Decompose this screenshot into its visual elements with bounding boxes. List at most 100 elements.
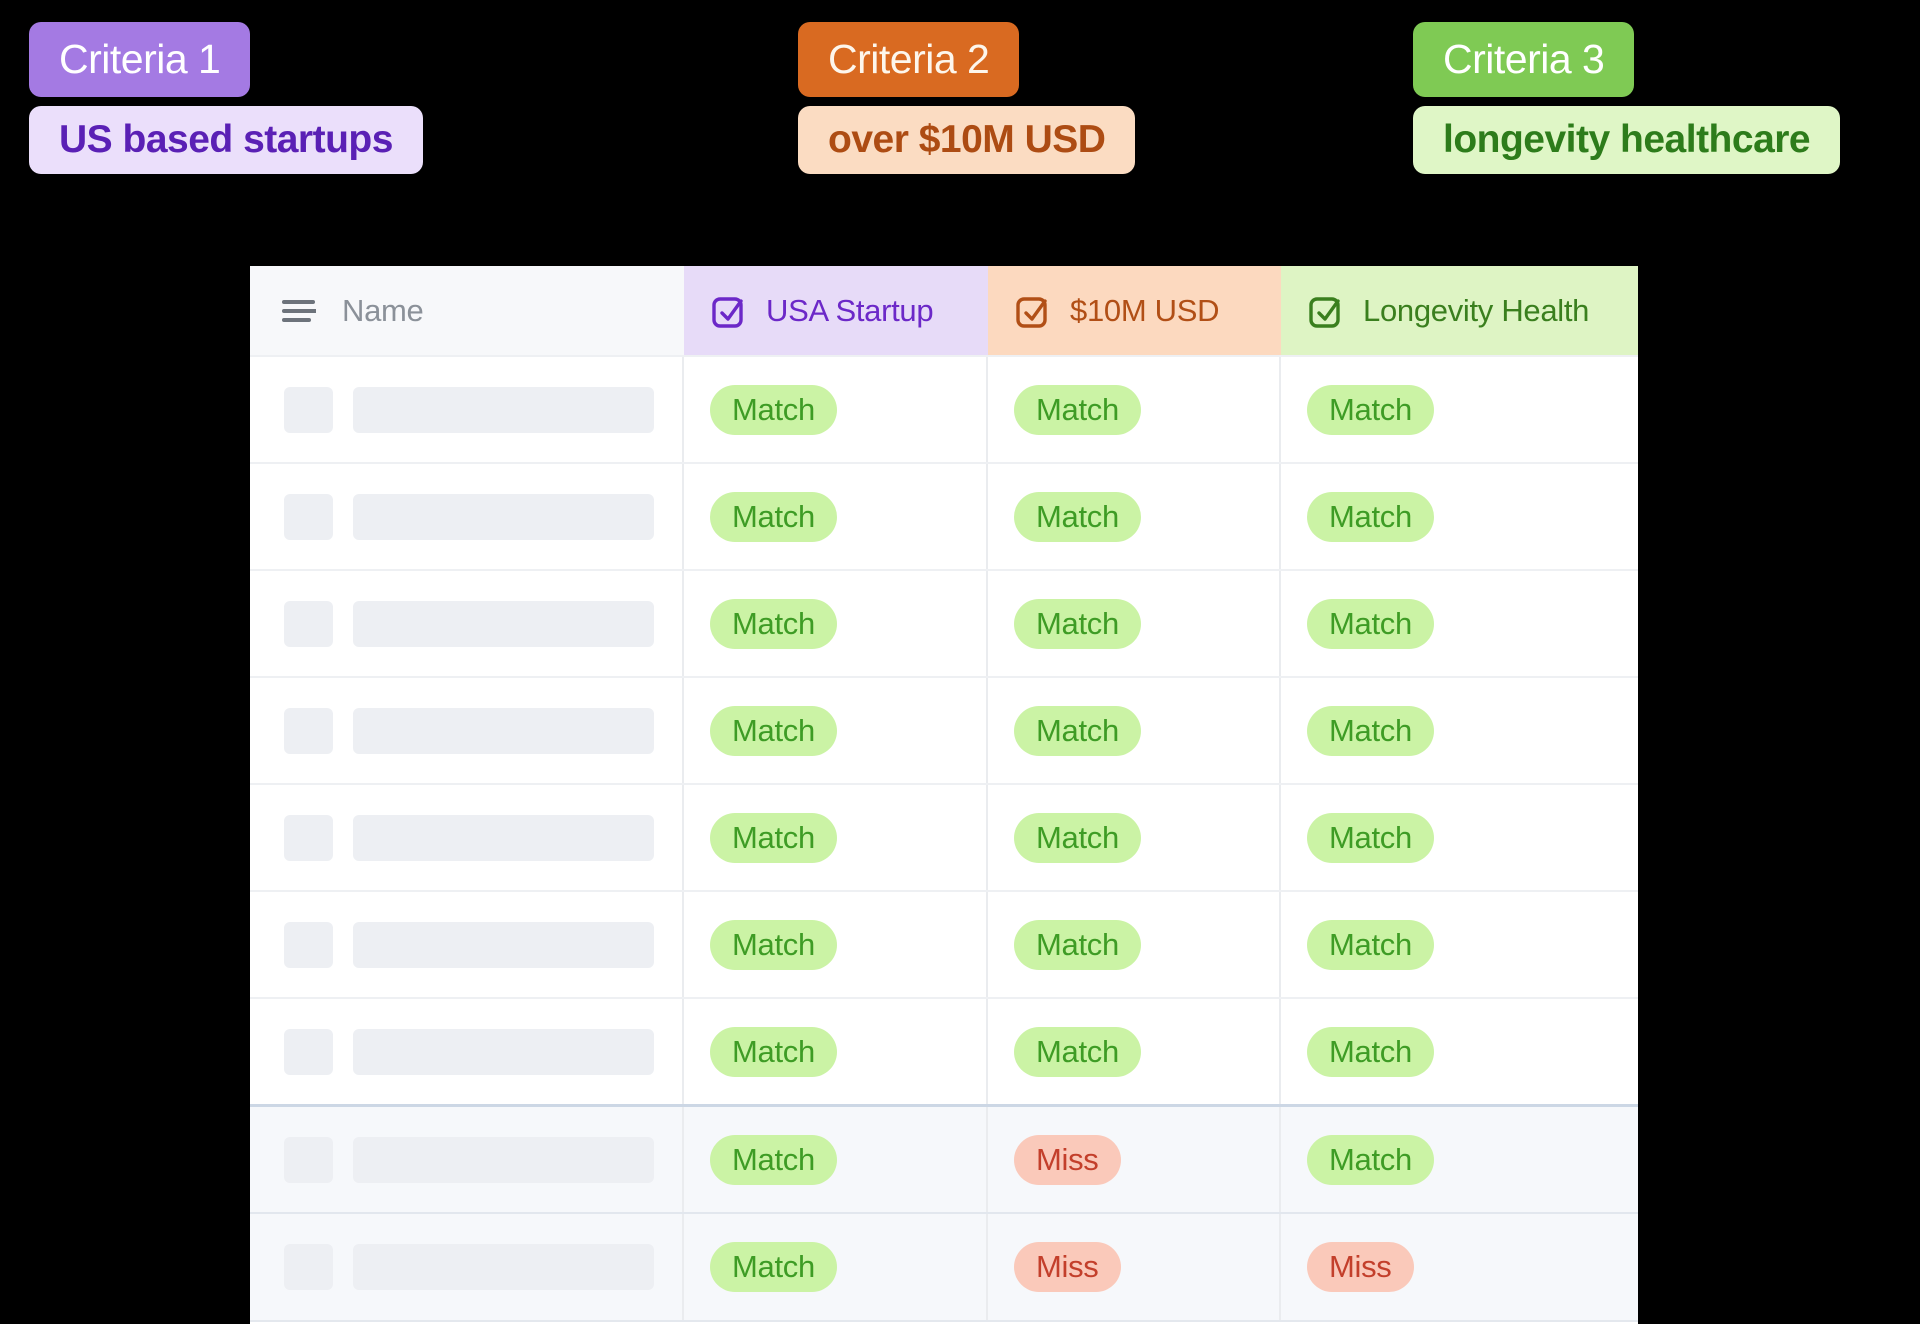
10m-usd-cell: Match <box>988 571 1281 676</box>
table-row[interactable]: Match Match Match <box>250 355 1638 462</box>
result-badge-match: Match <box>710 384 837 435</box>
usa-startup-cell: Match <box>684 999 988 1104</box>
name-cell <box>250 357 684 462</box>
longevity-health-cell: Match <box>1281 678 1638 783</box>
avatar-skeleton <box>284 814 333 861</box>
result-badge-match: Match <box>1307 1134 1434 1185</box>
10m-usd-cell: Match <box>988 678 1281 783</box>
column-label: Longevity Health <box>1363 292 1590 328</box>
checkbox-checked-icon <box>712 296 743 328</box>
table-row[interactable]: Match Miss Match <box>250 1104 1638 1212</box>
result-badge-match: Match <box>1014 491 1141 542</box>
name-cell <box>250 999 684 1104</box>
usa-startup-cell: Match <box>684 1214 988 1320</box>
name-skeleton <box>353 386 654 433</box>
avatar-skeleton <box>284 1028 333 1075</box>
column-header-longevity-health[interactable]: Longevity Health <box>1281 266 1638 355</box>
usa-startup-cell: Match <box>684 571 988 676</box>
name-skeleton <box>353 921 654 968</box>
usa-startup-cell: Match <box>684 678 988 783</box>
criteria-2-label: Criteria 2 <box>798 22 1020 97</box>
name-cell <box>250 678 684 783</box>
longevity-health-cell: Match <box>1281 464 1638 569</box>
result-badge-match: Match <box>710 598 837 649</box>
result-badge-match: Match <box>1014 919 1141 970</box>
usa-startup-cell: Match <box>684 357 988 462</box>
result-badge-match: Match <box>1014 705 1141 756</box>
name-skeleton <box>353 493 654 540</box>
10m-usd-cell: Match <box>988 892 1281 997</box>
name-cell <box>250 892 684 997</box>
result-badge-match: Match <box>710 1242 837 1292</box>
result-badge-match: Match <box>1307 384 1434 435</box>
criteria-group-1: Criteria 1 US based startups <box>29 22 423 174</box>
column-label: $10M USD <box>1070 292 1220 328</box>
usa-startup-cell: Match <box>684 892 988 997</box>
table-header-row: Name USA Startup $10M USD Longevity Heal… <box>250 266 1638 355</box>
result-badge-match: Match <box>1014 598 1141 649</box>
name-skeleton <box>353 707 654 754</box>
result-badge-miss: Miss <box>1014 1134 1121 1185</box>
avatar-skeleton <box>284 600 333 647</box>
column-header-usa-startup[interactable]: USA Startup <box>684 266 988 355</box>
table-row[interactable]: Match Match Match <box>250 462 1638 569</box>
checkbox-checked-icon <box>1309 296 1340 328</box>
usa-startup-cell: Match <box>684 464 988 569</box>
table-row[interactable]: Match Match Match <box>250 676 1638 783</box>
result-badge-match: Match <box>1307 491 1434 542</box>
name-skeleton <box>353 1244 654 1290</box>
result-badge-miss: Miss <box>1307 1242 1414 1292</box>
table-row[interactable]: Match Match Match <box>250 997 1638 1104</box>
table-row[interactable]: Match Miss Miss <box>250 1212 1638 1320</box>
criteria-3-label: Criteria 3 <box>1413 22 1635 97</box>
10m-usd-cell: Match <box>988 357 1281 462</box>
name-cell <box>250 1214 684 1320</box>
clipped-row <box>250 1320 1638 1324</box>
result-badge-match: Match <box>710 1026 837 1077</box>
criteria-group-2: Criteria 2 over $10M USD <box>798 22 1136 174</box>
10m-usd-cell: Miss <box>988 1214 1281 1320</box>
avatar-skeleton <box>284 1136 333 1183</box>
avatar-skeleton <box>284 1244 333 1290</box>
result-badge-match: Match <box>710 1134 837 1185</box>
avatar-skeleton <box>284 707 333 754</box>
usa-startup-cell: Match <box>684 1107 988 1212</box>
table-row[interactable]: Match Match Match <box>250 783 1638 890</box>
result-badge-match: Match <box>1307 919 1434 970</box>
longevity-health-cell: Match <box>1281 357 1638 462</box>
10m-usd-cell: Match <box>988 999 1281 1104</box>
result-badge-match: Match <box>710 705 837 756</box>
name-column-header[interactable]: Name <box>250 266 684 355</box>
result-badge-match: Match <box>1014 384 1141 435</box>
result-badge-match: Match <box>710 919 837 970</box>
avatar-skeleton <box>284 921 333 968</box>
longevity-health-cell: Match <box>1281 892 1638 997</box>
table-row[interactable]: Match Match Match <box>250 569 1638 676</box>
result-badge-match: Match <box>1014 812 1141 863</box>
criteria-3-value: longevity healthcare <box>1413 106 1841 174</box>
hamburger-menu-icon[interactable] <box>282 295 316 327</box>
result-badge-match: Match <box>710 491 837 542</box>
result-badge-match: Match <box>1307 812 1434 863</box>
longevity-health-cell: Miss <box>1281 1214 1638 1320</box>
10m-usd-cell: Miss <box>988 1107 1281 1212</box>
result-badge-match: Match <box>1307 705 1434 756</box>
name-skeleton <box>353 600 654 647</box>
criteria-table: Name USA Startup $10M USD Longevity Heal… <box>250 266 1638 1324</box>
longevity-health-cell: Match <box>1281 999 1638 1104</box>
column-label: USA Startup <box>766 292 934 328</box>
criteria-group-3: Criteria 3 longevity healthcare <box>1413 22 1841 174</box>
name-skeleton <box>353 1136 654 1183</box>
criteria-2-value: over $10M USD <box>798 106 1136 174</box>
table-row[interactable]: Match Match Match <box>250 890 1638 997</box>
result-badge-match: Match <box>1307 598 1434 649</box>
name-cell <box>250 464 684 569</box>
name-skeleton <box>353 814 654 861</box>
avatar-skeleton <box>284 493 333 540</box>
column-header-10m-usd[interactable]: $10M USD <box>988 266 1281 355</box>
10m-usd-cell: Match <box>988 785 1281 890</box>
result-badge-match: Match <box>1014 1026 1141 1077</box>
longevity-health-cell: Match <box>1281 785 1638 890</box>
longevity-health-cell: Match <box>1281 571 1638 676</box>
criteria-1-label: Criteria 1 <box>29 22 251 97</box>
